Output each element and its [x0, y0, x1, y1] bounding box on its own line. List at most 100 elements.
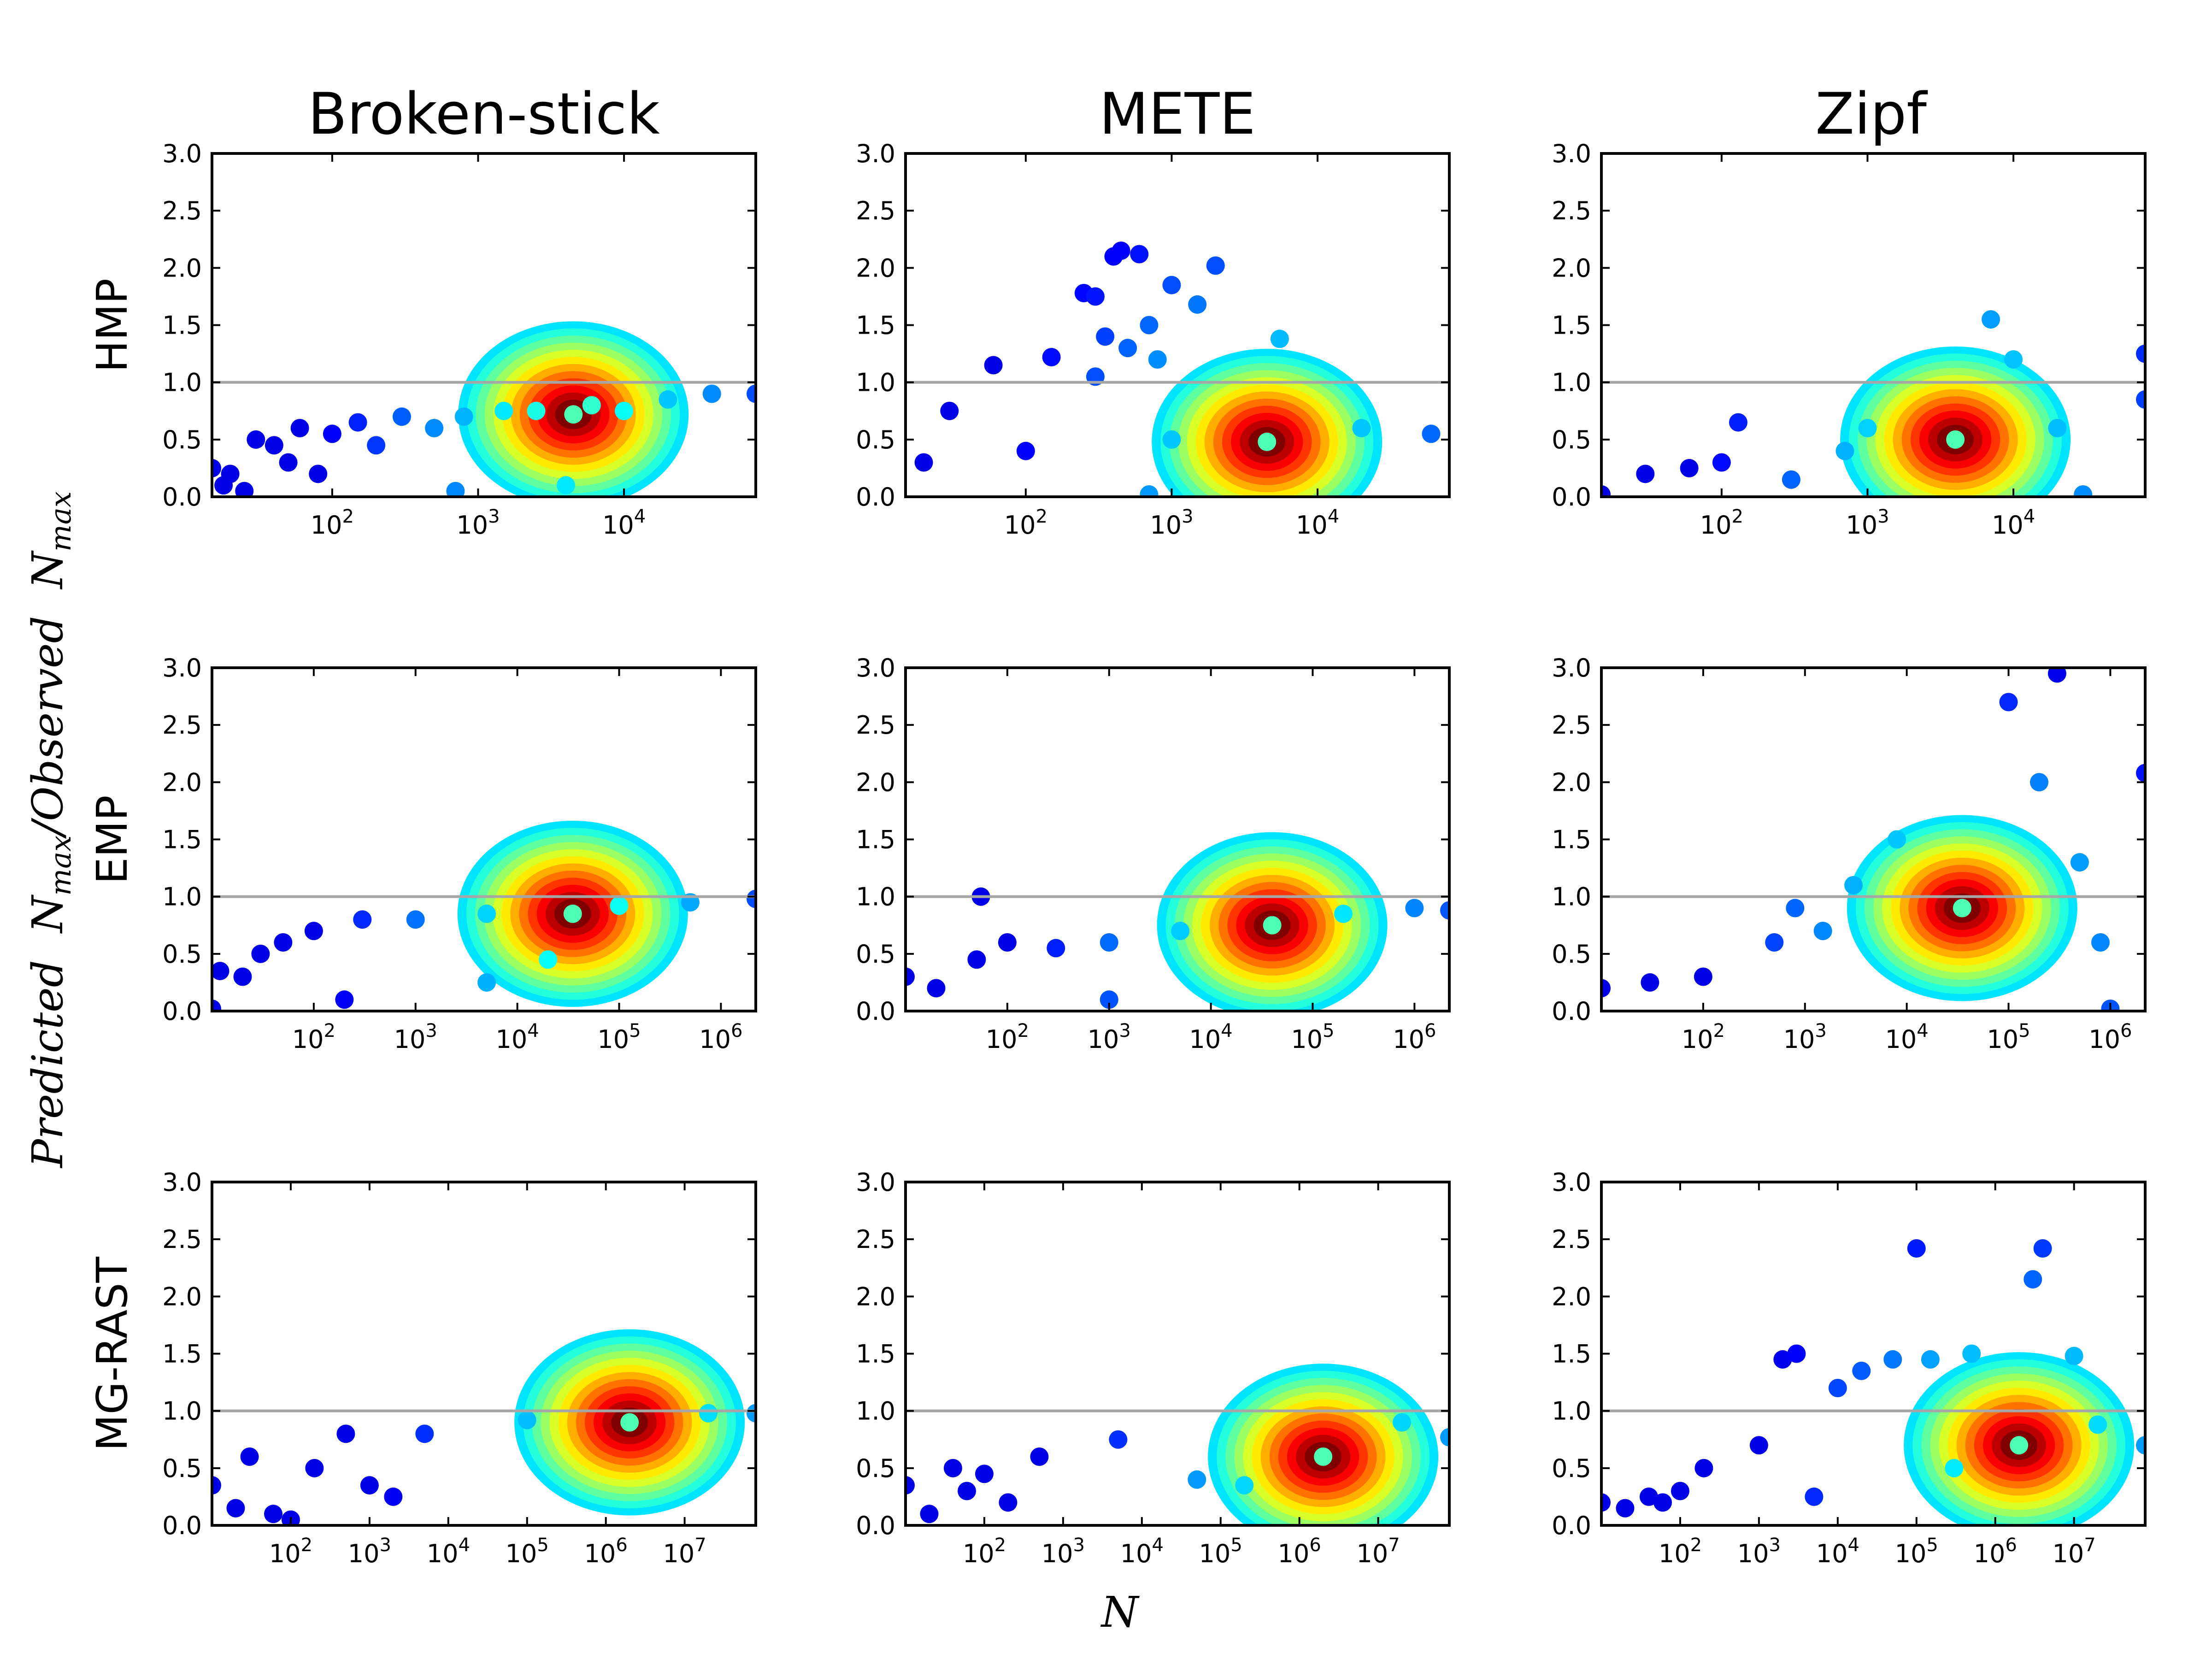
- data-point: [659, 390, 677, 409]
- y-tick-label: 1.5: [162, 1340, 202, 1369]
- panel-hmp-mete: 0.0 0.5 1.0 1.5 2.0 2.5 3.0 102 103 104: [856, 139, 1451, 540]
- data-point: [477, 973, 496, 992]
- density-cloud: [1152, 348, 1382, 497]
- data-point: [975, 1465, 994, 1483]
- panel-hmp-zipf: 0.0 0.5 1.0 1.5 2.0 2.5 3.0 102 103 104: [1552, 139, 2147, 540]
- data-point: [620, 1413, 639, 1432]
- data-point: [1858, 419, 1877, 437]
- y-tick-label: 0.0: [162, 482, 202, 512]
- data-point: [406, 910, 425, 929]
- x-tick-label: 102: [311, 506, 354, 540]
- data-point: [1773, 1350, 1792, 1369]
- y-tick-label: 3.0: [856, 1168, 895, 1197]
- data-point: [1393, 1413, 1412, 1432]
- x-tick-label: 105: [1199, 1535, 1242, 1568]
- x-tick-label: 103: [1150, 506, 1193, 540]
- data-point: [1787, 1344, 1806, 1363]
- data-point: [1162, 430, 1181, 449]
- data-point: [1235, 1476, 1254, 1495]
- x-tick-label: 104: [496, 1020, 539, 1054]
- y-tick-label: 2.5: [856, 1225, 895, 1254]
- data-point: [1671, 1482, 1689, 1500]
- data-point: [265, 436, 283, 455]
- data-point: [927, 979, 946, 998]
- data-point: [454, 407, 473, 426]
- data-point: [1086, 287, 1105, 306]
- column-title-mete: METE: [1099, 81, 1255, 147]
- data-point: [1440, 901, 1449, 920]
- y-tick-label: 0.5: [162, 1454, 202, 1483]
- data-point: [1016, 441, 1035, 460]
- data-point: [279, 453, 298, 472]
- y-tick-label: 3.0: [1552, 653, 1591, 682]
- data-point: [212, 962, 229, 981]
- data-point: [1813, 922, 1832, 941]
- x-tick-label: 105: [597, 1020, 641, 1054]
- data-point: [1765, 933, 1784, 952]
- y-tick-label: 1.0: [162, 882, 202, 912]
- data-point: [2136, 1436, 2145, 1455]
- y-tick-label: 0.5: [856, 1454, 895, 1483]
- data-point: [348, 413, 367, 432]
- data-point: [336, 1424, 355, 1443]
- data-point: [1749, 1436, 1768, 1455]
- data-point: [747, 889, 756, 908]
- data-point: [1982, 310, 2000, 329]
- data-point: [1805, 1487, 1824, 1506]
- data-point: [1712, 453, 1731, 472]
- data-point: [1729, 413, 1747, 432]
- data-point: [1835, 441, 1854, 460]
- x-tick-label: 106: [1278, 1535, 1321, 1568]
- y-tick-label: 2.5: [1552, 196, 1591, 225]
- data-point: [2091, 933, 2110, 952]
- data-point: [906, 967, 915, 986]
- data-point: [1100, 990, 1118, 1009]
- y-tick-label: 0.5: [1552, 940, 1591, 969]
- data-point: [999, 1493, 1018, 1512]
- y-tick-label: 1.5: [162, 825, 202, 854]
- data-point: [1188, 1470, 1206, 1489]
- scatter-points: [1601, 310, 2145, 497]
- data-point: [2010, 1436, 2029, 1455]
- data-point: [247, 430, 265, 449]
- data-point: [1352, 419, 1371, 437]
- data-point: [1999, 693, 2018, 712]
- y-tick-label: 3.0: [856, 653, 895, 682]
- scatter-points: [906, 832, 1449, 1011]
- y-tick-label: 0.5: [162, 425, 202, 454]
- data-point: [1844, 876, 1863, 894]
- y-tick-label: 3.0: [1552, 1168, 1591, 1197]
- panel-emp-zipf: 0.0 0.5 1.0 1.5 2.0 2.5 3.0 102 103 104 105 106: [1552, 653, 2147, 1054]
- data-point: [233, 967, 252, 986]
- data-point: [425, 419, 444, 437]
- data-point: [518, 1411, 536, 1430]
- y-tick-label: 3.0: [1552, 139, 1591, 168]
- x-tick-label: 106: [1393, 1020, 1436, 1054]
- x-tick-label: 103: [348, 1535, 391, 1568]
- y-tick-label: 2.0: [162, 1282, 202, 1311]
- data-point: [557, 476, 576, 495]
- y-tick-label: 0.0: [162, 997, 202, 1026]
- data-point: [305, 1459, 324, 1477]
- data-point: [1042, 348, 1061, 367]
- y-tick-label: 1.5: [856, 1340, 895, 1369]
- data-point: [1148, 350, 1167, 369]
- data-point: [353, 910, 372, 929]
- data-point: [1601, 979, 1611, 998]
- panel-mg-rast-zipf: 0.0 0.5 1.0 1.5 2.0 2.5 3.0 102 103 104 105 106 107: [1552, 1168, 2147, 1568]
- scatter-points: [212, 820, 756, 1011]
- y-tick-label: 1.0: [1552, 368, 1591, 397]
- x-tick-label: 106: [2088, 1020, 2132, 1054]
- plot-frame: [904, 152, 1451, 498]
- data-point: [1639, 1487, 1658, 1506]
- density-cloud: [514, 1329, 745, 1516]
- row-label-mg-rast: MG-RAST: [88, 1256, 137, 1451]
- plot-frame: [1600, 1181, 2147, 1527]
- y-tick-label: 0.5: [856, 940, 895, 969]
- data-point: [446, 482, 465, 497]
- data-point: [747, 1404, 756, 1423]
- data-point: [1100, 933, 1118, 952]
- x-tick-label: 107: [2053, 1535, 2096, 1568]
- scatter-points: [1601, 1239, 2145, 1525]
- x-tick-label: 106: [699, 1020, 742, 1054]
